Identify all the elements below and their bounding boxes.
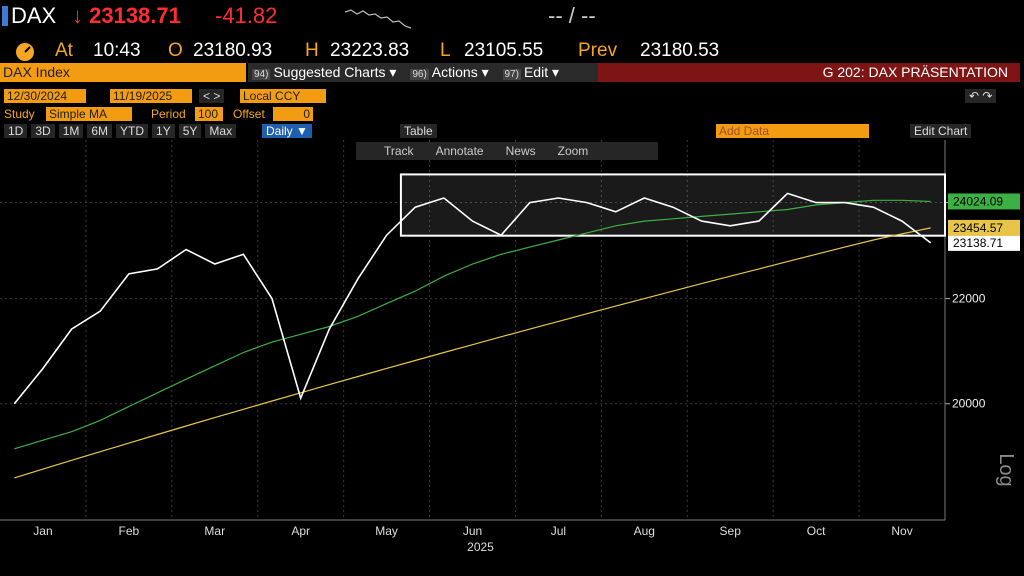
function-bar: G 202: DAX PRÄSENTATION xyxy=(598,63,1020,82)
edit-chart[interactable]: Edit Chart xyxy=(910,124,972,138)
nav-buttons[interactable]: < > xyxy=(199,89,225,103)
period-button[interactable]: 3D xyxy=(31,124,55,138)
period-button[interactable]: 1Y xyxy=(152,124,175,138)
study[interactable]: Simple MA xyxy=(46,107,132,121)
period-buttons: 1D 3D 1M 6M YTD 1Y 5Y Max xyxy=(4,124,240,138)
menu-label: Suggested Charts ▾ xyxy=(273,64,397,80)
period-button[interactable]: 6M xyxy=(87,124,113,138)
period-button[interactable]: 5Y xyxy=(178,124,202,138)
y-tick-label: 20000 xyxy=(952,397,986,411)
x-tick-label: Oct xyxy=(807,524,826,538)
offset-label: Offset xyxy=(233,107,265,121)
time: 10:43 xyxy=(93,40,141,61)
last-value-box xyxy=(948,193,1020,210)
menu-code: 96) xyxy=(410,69,429,80)
x-year-label: 2025 xyxy=(467,540,494,554)
frequency[interactable]: Daily ▼ xyxy=(262,124,312,138)
table-button[interactable]: Table xyxy=(400,124,437,138)
menu-bar: 94) Suggested Charts ▾ 96) Actions ▾ 97) Ed… xyxy=(248,63,598,82)
chart: Log Jan Feb Mar Apr May Jun Jul Aug Sep Oct Nov 202… xyxy=(0,140,1020,554)
x-tick-label: Mar xyxy=(204,524,225,538)
time-label: At xyxy=(55,40,73,61)
last-price: ↓ 23138.71 xyxy=(72,3,181,28)
menu-item[interactable]: 97) Edit ▾ xyxy=(502,64,560,80)
x-tick-label: Nov xyxy=(891,524,912,538)
period-button[interactable]: YTD xyxy=(116,124,149,138)
period-label: Period xyxy=(151,107,186,121)
period[interactable]: 100 xyxy=(195,107,223,121)
open-label: O xyxy=(168,40,183,61)
prev-label: Prev xyxy=(578,40,618,61)
period-button[interactable]: 1M xyxy=(58,124,84,138)
period-button[interactable]: 1D xyxy=(4,124,28,138)
last-value-label: 23138.71 xyxy=(953,236,1003,250)
menu-code: 94) xyxy=(252,69,271,80)
x-tick-label: Apr xyxy=(291,524,310,538)
function-title[interactable]: G 202: DAX PRÄSENTATION xyxy=(822,64,1008,80)
prev: 23180.53 xyxy=(640,40,720,61)
tool-button[interactable]: Zoom xyxy=(557,144,589,158)
price-line xyxy=(14,199,931,450)
x-tick-label: Sep xyxy=(720,524,742,538)
bid-ask: -- / -- xyxy=(548,3,596,28)
x-tick-label: Jul xyxy=(551,524,566,538)
period-button[interactable]: Max xyxy=(205,124,237,138)
last-value-box xyxy=(948,219,1020,236)
start-date[interactable]: 12/30/2024 xyxy=(4,89,86,103)
low: 23105.55 xyxy=(464,40,544,61)
menu-label: Actions ▾ xyxy=(431,64,489,80)
high-label: H xyxy=(305,40,319,61)
x-tick-label: Jun xyxy=(463,524,482,538)
tool-button[interactable]: Track xyxy=(384,144,414,158)
menu-code: 97) xyxy=(502,69,521,80)
ticker-marker xyxy=(2,6,8,26)
last-value-label: 24024.09 xyxy=(953,194,1003,208)
x-tick-label: Jan xyxy=(33,524,52,538)
price-line xyxy=(13,192,932,405)
high: 23223.83 xyxy=(330,40,410,61)
gauge-icon xyxy=(16,43,34,61)
add-data[interactable]: Add Data xyxy=(716,124,869,138)
gauge-needle xyxy=(24,46,31,53)
offset[interactable]: 0 xyxy=(273,107,313,121)
y-axis-label: Log xyxy=(995,453,1017,486)
x-tick-label: Feb xyxy=(119,524,140,538)
range-box xyxy=(399,173,946,237)
y-tick-label: 22000 xyxy=(952,292,986,306)
sparkline-path xyxy=(345,9,412,29)
open: 23180.93 xyxy=(193,40,273,61)
chart-tools: Track Annotate News Zoom xyxy=(356,142,658,160)
menu-label: Edit ▾ xyxy=(523,64,560,80)
low-label: L xyxy=(440,40,451,61)
tool-button[interactable]: Annotate xyxy=(435,144,484,158)
last-value-box xyxy=(948,234,1020,251)
sparkline xyxy=(345,9,412,29)
currency[interactable]: Local CCY xyxy=(240,89,326,103)
menu-item[interactable]: 94) Suggested Charts ▾ xyxy=(252,64,396,80)
undo-redo[interactable]: ↶ ↷ xyxy=(965,89,997,103)
study-label: Study xyxy=(4,107,35,121)
plot-area xyxy=(0,140,945,520)
net-change: -41.82 xyxy=(215,3,278,28)
tool-button[interactable]: News xyxy=(505,144,536,158)
end-date[interactable]: 11/19/2025 xyxy=(110,89,192,103)
menu-item[interactable]: 96) Actions ▾ xyxy=(410,64,489,80)
last-value-label: 23454.57 xyxy=(953,221,1003,235)
security-field[interactable]: DAX Index xyxy=(0,63,246,82)
x-tick-label: May xyxy=(375,524,398,538)
ticker: DAX xyxy=(11,3,57,28)
price-line xyxy=(14,227,931,479)
x-tick-label: Aug xyxy=(634,524,655,538)
